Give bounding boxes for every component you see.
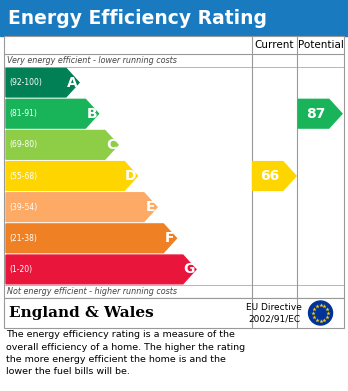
Text: (21-38): (21-38): [9, 234, 37, 243]
Text: England & Wales: England & Wales: [9, 306, 154, 320]
Text: D: D: [125, 169, 137, 183]
Text: Very energy efficient - lower running costs: Very energy efficient - lower running co…: [7, 56, 177, 65]
Polygon shape: [298, 99, 342, 128]
Text: (92-100): (92-100): [9, 78, 42, 87]
Circle shape: [309, 301, 333, 325]
Text: EU Directive
2002/91/EC: EU Directive 2002/91/EC: [246, 303, 302, 323]
Polygon shape: [6, 193, 157, 222]
Bar: [4, 298, 344, 328]
Text: E: E: [146, 200, 155, 214]
Text: 87: 87: [306, 107, 325, 121]
Text: Potential: Potential: [298, 40, 343, 50]
Polygon shape: [6, 99, 98, 128]
Polygon shape: [6, 161, 137, 190]
Text: (55-68): (55-68): [9, 172, 37, 181]
Text: C: C: [106, 138, 117, 152]
Text: (81-91): (81-91): [9, 109, 37, 118]
Text: F: F: [165, 231, 175, 245]
Polygon shape: [6, 255, 196, 284]
Text: (69-80): (69-80): [9, 140, 37, 149]
Text: (1-20): (1-20): [9, 265, 32, 274]
Polygon shape: [6, 68, 79, 97]
Polygon shape: [6, 224, 176, 253]
Text: Not energy efficient - higher running costs: Not energy efficient - higher running co…: [7, 287, 177, 296]
Text: Current: Current: [254, 40, 294, 50]
Text: B: B: [87, 107, 97, 121]
Text: (39-54): (39-54): [9, 203, 37, 212]
Text: Energy Efficiency Rating: Energy Efficiency Rating: [8, 9, 267, 27]
Text: A: A: [67, 75, 78, 90]
Text: G: G: [184, 262, 195, 276]
Text: The energy efficiency rating is a measure of the
overall efficiency of a home. T: The energy efficiency rating is a measur…: [6, 330, 245, 377]
Text: 66: 66: [260, 169, 279, 183]
Bar: [4, 36, 344, 298]
Bar: [0, 0, 348, 36]
Polygon shape: [6, 131, 118, 159]
Polygon shape: [253, 161, 296, 190]
